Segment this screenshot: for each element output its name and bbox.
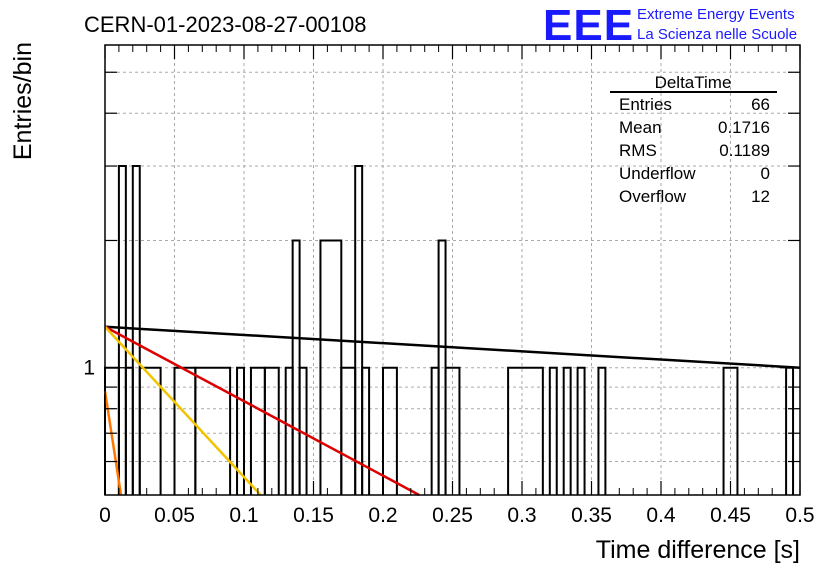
histogram-bin [722,366,739,495]
histogram-bins [104,165,795,495]
eee-logo: EEE Extreme Energy Events La Scienza nel… [543,1,797,50]
histogram-bin [131,165,141,495]
x-tick-label: 0.15 [293,504,334,527]
histogram-bin [194,366,232,495]
histogram-bin [382,366,398,495]
y-tick-labels: 1 [83,357,95,380]
logo-line-1: Extreme Energy Events [637,6,795,23]
histogram-bin [576,366,586,495]
x-tick-label: 0.45 [710,504,751,527]
stats-value: 12 [751,187,770,206]
stats-label: Entries [619,95,672,114]
x-tick-label: 0.3 [507,504,536,527]
x-tick-label: 0.35 [571,504,612,527]
stats-label: RMS [619,141,657,160]
histogram-bin [361,366,371,495]
stats-box: DeltaTime Entries 66 Mean 0.1716 RMS 0.1189 Un… [610,73,777,206]
stats-rows: Entries 66 Mean 0.1716 RMS 0.1189 Underflow 0 Ov… [619,95,770,206]
histogram-bin [117,165,127,495]
axis-ticks [104,45,801,495]
chart-title: CERN-01-2023-08-27-00108 [84,12,367,37]
histogram-bin [507,366,544,495]
x-axis-title: Time difference [s] [596,536,800,564]
x-tick-label: 0.2 [368,504,397,527]
fit-line [104,325,801,369]
stats-value: 66 [751,95,770,114]
stats-label: Overflow [619,187,687,206]
stats-label: Underflow [619,164,696,183]
histogram-bin [444,366,461,495]
stats-title: DeltaTime [655,73,732,92]
x-tick-labels: 0 0.05 0.1 0.15 0.2 0.25 0.3 0.35 0.4 0.45 0.5 [99,504,814,527]
logo-line-2: La Scienza nelle Scuole [637,26,797,43]
logo-mark: EEE [543,1,634,50]
stats-value: 0.1189 [719,141,770,160]
histogram-bin [138,366,162,495]
histogram-bin [548,366,558,495]
y-axis-title: Entries/bin [9,42,37,160]
x-tick-label: 0.4 [646,504,676,527]
x-tick-label: 0.1 [229,504,258,527]
histogram-bin [562,366,572,495]
x-tick-label: 0.5 [785,504,814,527]
histogram-bin [263,366,280,495]
histogram-bin [236,366,245,495]
x-tick-label: 0 [99,504,111,527]
x-tick-label: 0.25 [432,504,473,527]
stats-value: 0 [761,164,770,183]
stats-value: 0.1716 [718,118,770,137]
y-tick-label: 1 [83,357,95,380]
fit-line [104,325,262,496]
fit-line [104,325,420,497]
histogram-bin [354,165,364,495]
grid-lines [105,45,800,495]
stats-label: Mean [619,118,662,137]
histogram-bin [597,366,607,495]
x-tick-label: 0.05 [154,504,195,527]
